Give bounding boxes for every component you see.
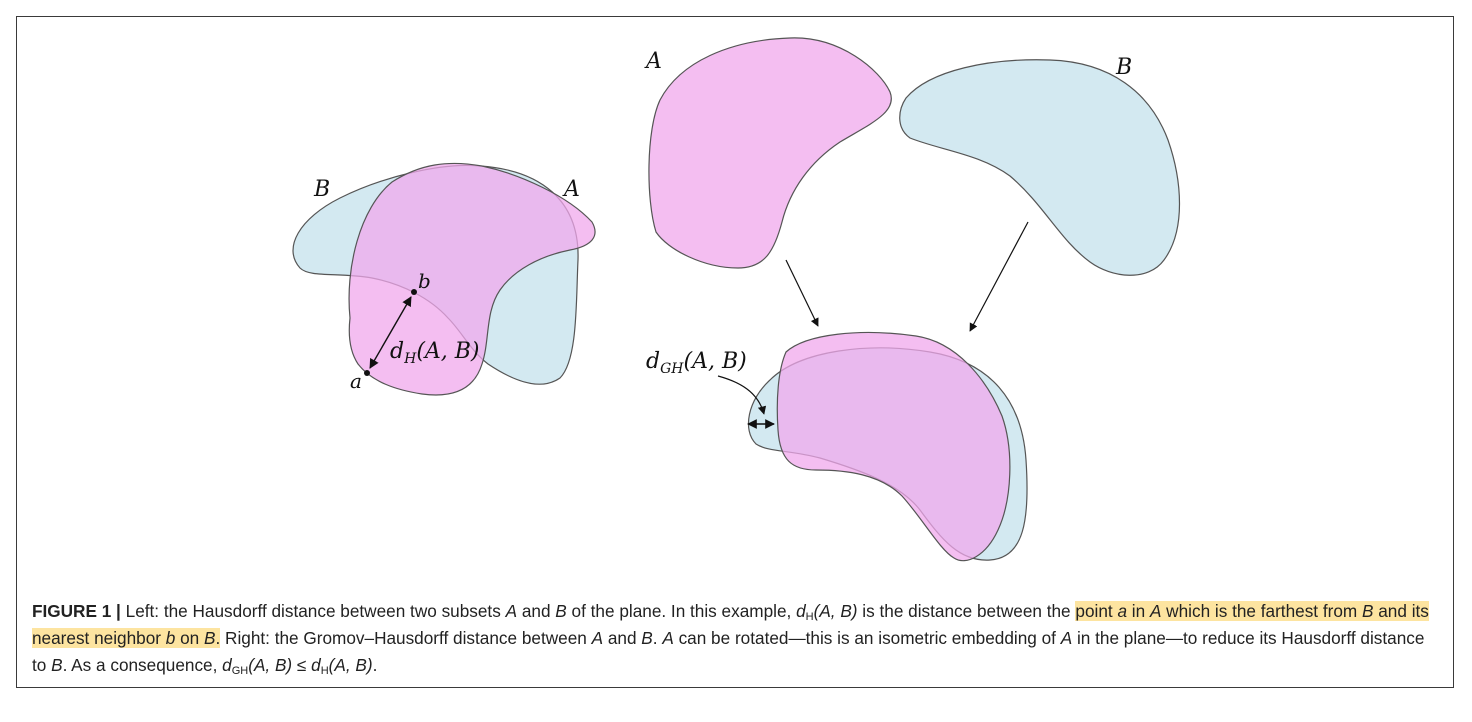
left-panel: B A b a dH(A, B) bbox=[292, 162, 596, 396]
caption-text: A bbox=[505, 601, 518, 621]
left-label-A: A bbox=[562, 177, 580, 202]
hausdorff-distance-label: dH(A, B) bbox=[390, 339, 480, 367]
point-a-label: a bbox=[350, 369, 362, 393]
gromov-subscript: GH bbox=[660, 361, 684, 377]
rotation-arrow-A bbox=[785, 259, 819, 327]
figure-caption: FIGURE 1 | Left: the Hausdorff distance … bbox=[32, 598, 1432, 679]
caption-math: d bbox=[311, 655, 321, 675]
gromov-label-pointer bbox=[717, 375, 767, 415]
caption-text: Left: the Hausdorff distance between two… bbox=[120, 601, 506, 621]
right-set-B-shape bbox=[899, 59, 1181, 276]
caption-math: d bbox=[796, 601, 806, 621]
caption-math: (A, B) bbox=[328, 655, 373, 675]
right-label-A: A bbox=[644, 49, 662, 74]
gromov-args: (A, B) bbox=[684, 349, 747, 374]
caption-math: H bbox=[320, 665, 329, 677]
caption-text: B bbox=[51, 655, 63, 675]
gromov-distance-label: dGH(A, B) bbox=[646, 349, 747, 377]
left-label-B: B bbox=[313, 177, 330, 202]
figure-illustration: B A b a dH(A, B) A B dGH(A, B) bbox=[292, 37, 1181, 562]
caption-text: B bbox=[555, 601, 567, 621]
caption-text: can be rotated—this is an isometric embe… bbox=[673, 628, 1061, 648]
rotation-arrow-B bbox=[969, 221, 1029, 332]
caption-math: (A, B) bbox=[813, 601, 858, 621]
caption-text: Right: the Gromov–Hausdorff distance bet… bbox=[220, 628, 592, 648]
hausdorff-distance-arrow bbox=[369, 296, 412, 369]
hausdorff-d: d bbox=[390, 339, 404, 364]
gromov-d: d bbox=[646, 349, 660, 374]
caption-text: on bbox=[175, 628, 205, 648]
caption-text: in bbox=[1127, 601, 1150, 621]
hausdorff-subscript: H bbox=[403, 351, 417, 367]
caption-text: ≤ bbox=[292, 655, 312, 675]
caption-text: . As a consequence, bbox=[62, 655, 223, 675]
figure-number: FIGURE 1 | bbox=[32, 601, 121, 621]
caption-math: H bbox=[805, 611, 814, 623]
right-set-A-shape bbox=[648, 37, 892, 269]
caption-text: which is the farthest from bbox=[1161, 601, 1362, 621]
caption-text: . bbox=[372, 655, 378, 675]
embedded-set-A-shape bbox=[776, 331, 1011, 562]
caption-text: A bbox=[591, 628, 604, 648]
caption-text: A bbox=[1060, 628, 1073, 648]
caption-text: a bbox=[1117, 601, 1127, 621]
caption-text: in the plane—to reduce its Hausdorff dis… bbox=[32, 628, 1425, 675]
caption-math: d bbox=[222, 655, 232, 675]
caption-text: A bbox=[662, 628, 674, 648]
caption-text: point bbox=[1075, 601, 1118, 621]
point-a-dot bbox=[364, 370, 370, 376]
right-label-B: B bbox=[1115, 55, 1132, 80]
caption-text: of the plane. In this example, bbox=[566, 601, 797, 621]
caption-text: and bbox=[603, 628, 642, 648]
hausdorff-args: (A, B) bbox=[416, 339, 479, 364]
caption-text: is the distance between the bbox=[857, 601, 1076, 621]
caption-text: and bbox=[517, 601, 556, 621]
caption-math: GH bbox=[231, 665, 249, 677]
point-b-label: b bbox=[418, 269, 431, 293]
caption-text: . bbox=[652, 628, 663, 648]
caption-text: and its nearest neighbor bbox=[32, 601, 1429, 648]
caption-text: b bbox=[165, 628, 176, 648]
caption-math: (A, B) bbox=[248, 655, 293, 675]
point-b-dot bbox=[411, 289, 417, 295]
caption-text: . bbox=[215, 628, 221, 648]
right-panel: A B dGH(A, B) bbox=[644, 37, 1181, 562]
caption-text: B bbox=[204, 628, 216, 648]
caption-text: B bbox=[641, 628, 653, 648]
caption-text: B bbox=[1362, 601, 1374, 621]
caption-text: A bbox=[1149, 601, 1162, 621]
